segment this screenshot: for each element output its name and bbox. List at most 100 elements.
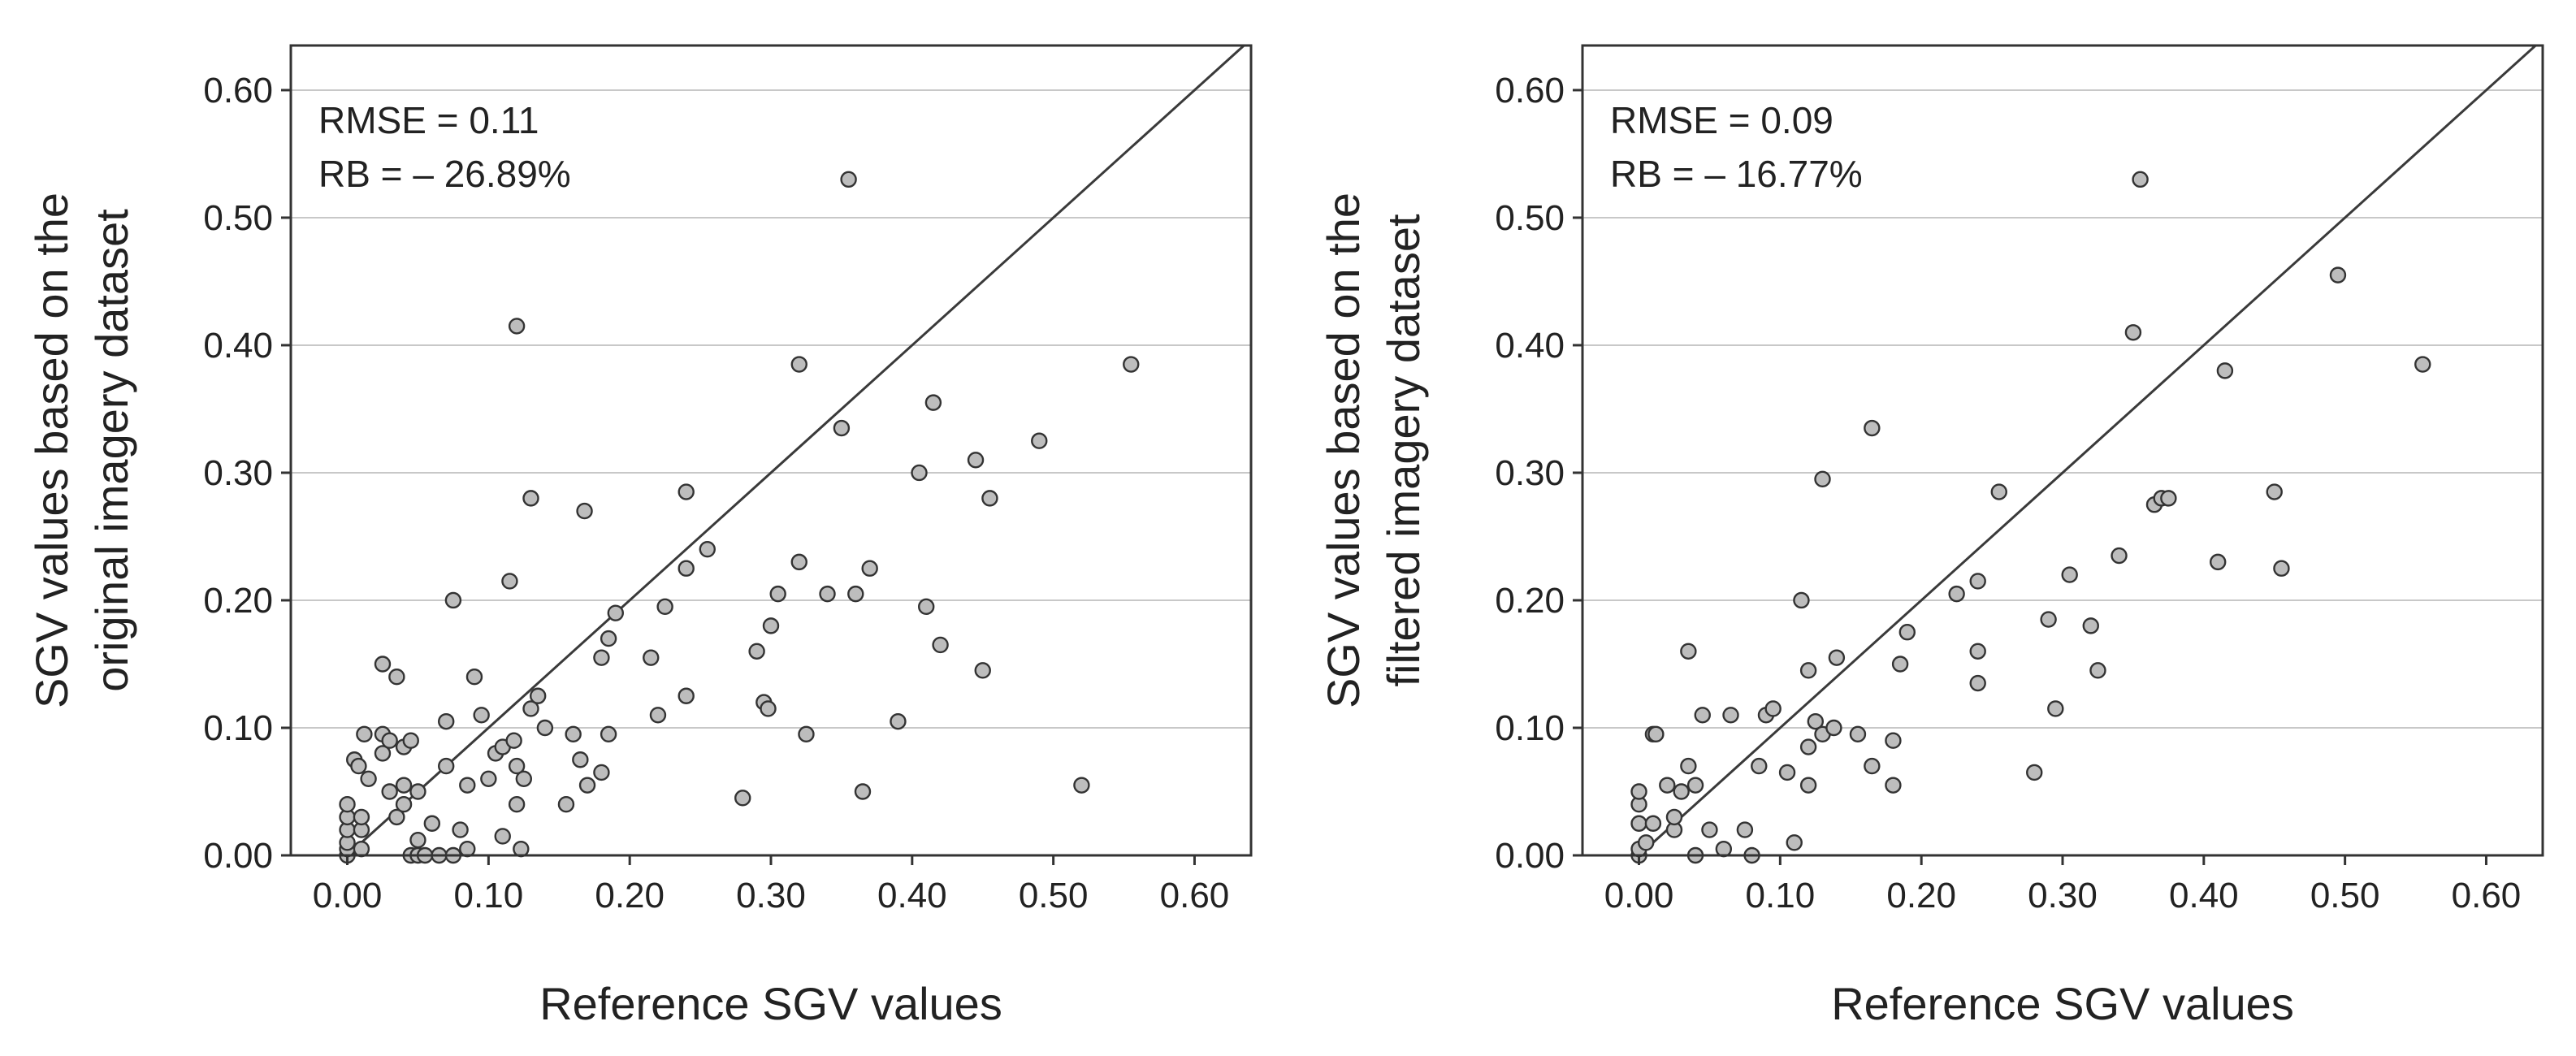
data-point: [452, 821, 469, 838]
data-point: [2266, 483, 2283, 500]
data-point: [600, 725, 617, 743]
data-point: [1673, 783, 1690, 800]
data-point: [576, 502, 593, 520]
data-point: [1799, 738, 1817, 755]
data-point: [2026, 764, 2043, 781]
data-point: [438, 712, 455, 730]
data-point: [974, 662, 991, 679]
data-point: [444, 591, 462, 609]
data-point: [1786, 834, 1803, 851]
data-point: [1864, 419, 1881, 437]
data-point: [1031, 432, 1048, 449]
data-point: [353, 808, 370, 826]
y-tick-label: 0.50: [1495, 198, 1565, 238]
y-tick-label: 0.40: [1495, 326, 1565, 366]
data-point: [1948, 585, 1965, 603]
data-point: [353, 840, 370, 858]
data-point: [924, 394, 942, 411]
data-point: [1969, 573, 1986, 590]
data-point: [1969, 643, 1986, 660]
data-point: [932, 636, 949, 654]
data-point: [522, 490, 539, 507]
data-point: [656, 598, 673, 616]
data-point: [1123, 356, 1140, 373]
data-point: [760, 700, 777, 717]
data-point: [360, 770, 377, 787]
data-point: [1686, 777, 1704, 794]
data-point: [459, 777, 476, 794]
data-point: [1764, 700, 1782, 717]
data-point: [508, 318, 526, 335]
data-point: [847, 585, 864, 603]
data-point: [572, 751, 589, 768]
y-axis-title-line-1: SGV values based on the: [26, 193, 77, 708]
data-point: [1722, 707, 1739, 724]
data-point: [402, 732, 419, 749]
data-point: [607, 604, 624, 621]
y-axis-title-line-2: filtered imagery dataset: [1378, 214, 1429, 687]
data-point: [649, 707, 667, 724]
data-point: [473, 707, 490, 724]
x-axis-title: Reference SGV values: [1831, 978, 2294, 1029]
y-tick-label: 0.60: [203, 71, 273, 110]
data-point: [2082, 617, 2099, 634]
data-point: [790, 553, 807, 571]
data-point: [2111, 547, 2128, 565]
data-point: [565, 725, 582, 743]
data-point: [600, 630, 617, 647]
data-point: [833, 419, 851, 437]
data-point: [2124, 324, 2142, 341]
data-point: [854, 783, 872, 800]
stats-annotation: RB = – 26.89%: [318, 153, 571, 195]
data-point: [1891, 656, 1909, 673]
data-point: [643, 649, 660, 666]
data-point: [762, 617, 780, 634]
data-point: [388, 668, 405, 686]
data-point: [918, 598, 935, 616]
data-point: [1638, 834, 1655, 851]
x-tick-label: 0.40: [2169, 876, 2239, 915]
y-axis-title-line-2: original imagery dataset: [86, 209, 137, 692]
y-tick-label: 0.10: [203, 708, 273, 748]
x-tick-label: 0.20: [1886, 876, 1956, 915]
x-tick-label: 0.00: [313, 876, 383, 915]
data-point: [699, 540, 716, 558]
data-point: [769, 585, 786, 603]
stats-annotation: RMSE = 0.11: [318, 99, 539, 141]
data-point: [748, 643, 765, 660]
data-point: [1799, 662, 1817, 679]
data-point: [2047, 700, 2064, 717]
data-point: [678, 560, 695, 577]
data-point: [790, 356, 807, 373]
data-point: [1778, 764, 1796, 781]
y-tick-label: 0.60: [1495, 71, 1565, 110]
data-point: [508, 757, 526, 775]
y-tick-label: 0.10: [1495, 708, 1565, 748]
x-tick-label: 0.50: [2310, 876, 2380, 915]
data-point: [2210, 553, 2227, 571]
data-point: [1751, 757, 1768, 775]
x-tick-label: 0.40: [877, 876, 947, 915]
stats-annotation: RMSE = 0.09: [1610, 99, 1834, 141]
data-point: [557, 795, 575, 813]
data-point: [1630, 815, 1647, 832]
x-tick-label: 0.50: [1019, 876, 1089, 915]
x-tick-label: 0.00: [1604, 876, 1674, 915]
data-point: [480, 770, 497, 787]
data-point: [911, 464, 928, 482]
data-point: [578, 777, 596, 794]
data-point: [508, 795, 526, 813]
data-point: [2414, 356, 2431, 373]
data-point: [1736, 821, 1754, 838]
data-point: [515, 770, 533, 787]
x-tick-label: 0.20: [595, 876, 665, 915]
data-point: [350, 757, 367, 775]
x-tick-label: 0.60: [2452, 876, 2522, 915]
data-point: [374, 656, 392, 673]
data-point: [501, 573, 518, 590]
y-tick-label: 0.00: [1495, 836, 1565, 876]
data-point: [1659, 777, 1676, 794]
data-point: [1073, 777, 1090, 794]
data-point: [395, 777, 413, 794]
